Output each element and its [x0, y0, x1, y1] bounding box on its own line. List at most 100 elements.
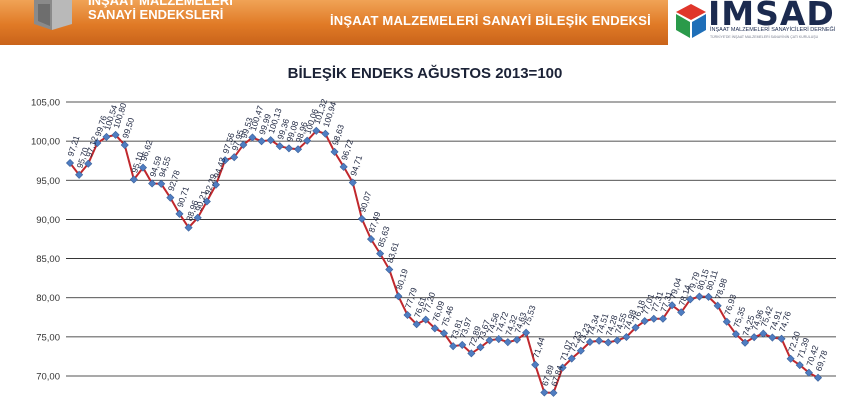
y-tick-label: 80,00 [36, 293, 60, 304]
header-left-title: İNŞAAT MALZEMELERİ SANAYİ ENDEKSLERİ [88, 0, 233, 22]
data-label: 94,71 [348, 154, 364, 178]
data-point [567, 354, 576, 363]
data-point [412, 320, 421, 329]
data-point [759, 329, 768, 338]
data-label: 90,07 [357, 190, 373, 214]
data-point [777, 334, 786, 343]
data-point [503, 338, 512, 347]
data-point [731, 330, 740, 339]
data-point [658, 314, 667, 323]
data-point [303, 136, 312, 145]
logo-subtitle: İNŞAAT MALZEMELERİ SANAYİCİLERİ DERNEĞİ [710, 27, 836, 33]
data-point [266, 136, 275, 145]
data-point [540, 388, 549, 397]
data-point [221, 156, 230, 165]
data-point [312, 126, 321, 135]
data-point [704, 292, 713, 301]
header-band [0, 0, 668, 45]
data-point [357, 214, 366, 223]
data-label: 94,43 [211, 156, 227, 180]
data-label: 71,44 [531, 336, 547, 360]
data-point [786, 354, 795, 363]
data-point [148, 179, 157, 188]
data-point [175, 209, 184, 218]
data-point [138, 163, 147, 172]
data-point [522, 328, 531, 337]
data-point [111, 130, 120, 139]
data-point [549, 388, 558, 397]
data-point [102, 132, 111, 141]
data-point [385, 265, 394, 274]
chart-title: BİLEŞİK ENDEKS AĞUSTOS 2013=100 [288, 64, 563, 82]
data-point [695, 292, 704, 301]
y-tick-label: 90,00 [36, 215, 60, 226]
logo-text: İMSAD [708, 0, 835, 33]
header-banner: İNŞAAT MALZEMELERİ SANAYİ ENDEKSLERİ İNŞ… [0, 0, 850, 45]
data-point [768, 333, 777, 342]
imsad-logo-icon [676, 4, 706, 38]
data-point [741, 338, 750, 347]
logo-area: İMSAD İNŞAAT MALZEMELERİ SANAYİCİLERİ DE… [668, 0, 850, 45]
data-point [394, 292, 403, 301]
data-label: 83,61 [385, 240, 401, 264]
data-point [531, 360, 540, 369]
data-point [157, 179, 166, 188]
data-point [649, 314, 658, 323]
data-point [631, 323, 640, 332]
data-point [686, 295, 695, 304]
chart-series [65, 126, 823, 397]
y-tick-label: 70,00 [36, 372, 60, 383]
data-point [485, 336, 494, 345]
data-point [449, 342, 458, 351]
data-label: 80,19 [394, 267, 410, 291]
y-tick-label: 95,00 [36, 176, 60, 187]
data-point [576, 346, 585, 355]
data-point [65, 158, 75, 168]
data-point [93, 138, 102, 148]
data-point [640, 317, 649, 326]
header-title: İNŞAAT MALZEMELERİ SANAYİ BİLEŞİK ENDEKS… [330, 13, 651, 28]
data-point [284, 144, 293, 153]
data-point [120, 141, 129, 150]
data-point [677, 308, 686, 317]
data-point [476, 343, 485, 352]
data-point [421, 315, 430, 324]
data-point [348, 178, 357, 187]
data-point [321, 129, 330, 138]
data-point [193, 213, 202, 222]
data-point [750, 333, 759, 342]
data-point [439, 329, 449, 338]
data-point [813, 373, 823, 382]
data-point [75, 170, 84, 179]
data-point [202, 197, 211, 206]
data-point [339, 162, 348, 171]
data-point [613, 336, 622, 345]
header-left-line2: SANAYİ ENDEKSLERİ [88, 7, 224, 22]
data-point [585, 337, 594, 347]
data-point [458, 340, 467, 349]
data-point [367, 235, 376, 244]
data-point [294, 145, 303, 154]
line-chart: BİLEŞİK ENDEKS AĞUSTOS 2013=100 70,00 75,… [31, 64, 836, 397]
data-point [595, 336, 604, 345]
data-point [239, 140, 248, 149]
data-point [795, 361, 804, 370]
data-point [330, 147, 339, 156]
logo-tagline: TÜRKİYE'DE İNŞAAT MALZEMELERİ SANAYİNİN … [710, 35, 819, 39]
data-point [467, 349, 476, 358]
data-point [494, 335, 503, 344]
cube-icon [34, 0, 72, 30]
data-point [622, 332, 631, 342]
data-point [211, 180, 220, 189]
data-label: 75,53 [521, 304, 537, 328]
data-point [558, 363, 567, 372]
data-point [430, 324, 439, 333]
data-point [403, 310, 412, 320]
data-point [129, 175, 138, 184]
y-axis: 70,00 75,00 80,00 85,00 90,00 95,00 100,00 105,… [31, 98, 60, 383]
y-tick-label: 100,00 [31, 137, 60, 148]
data-point [804, 368, 813, 377]
data-point [722, 317, 731, 326]
data-point [376, 249, 385, 258]
header-left-line1: İNŞAAT MALZEMELERİ [88, 0, 233, 8]
